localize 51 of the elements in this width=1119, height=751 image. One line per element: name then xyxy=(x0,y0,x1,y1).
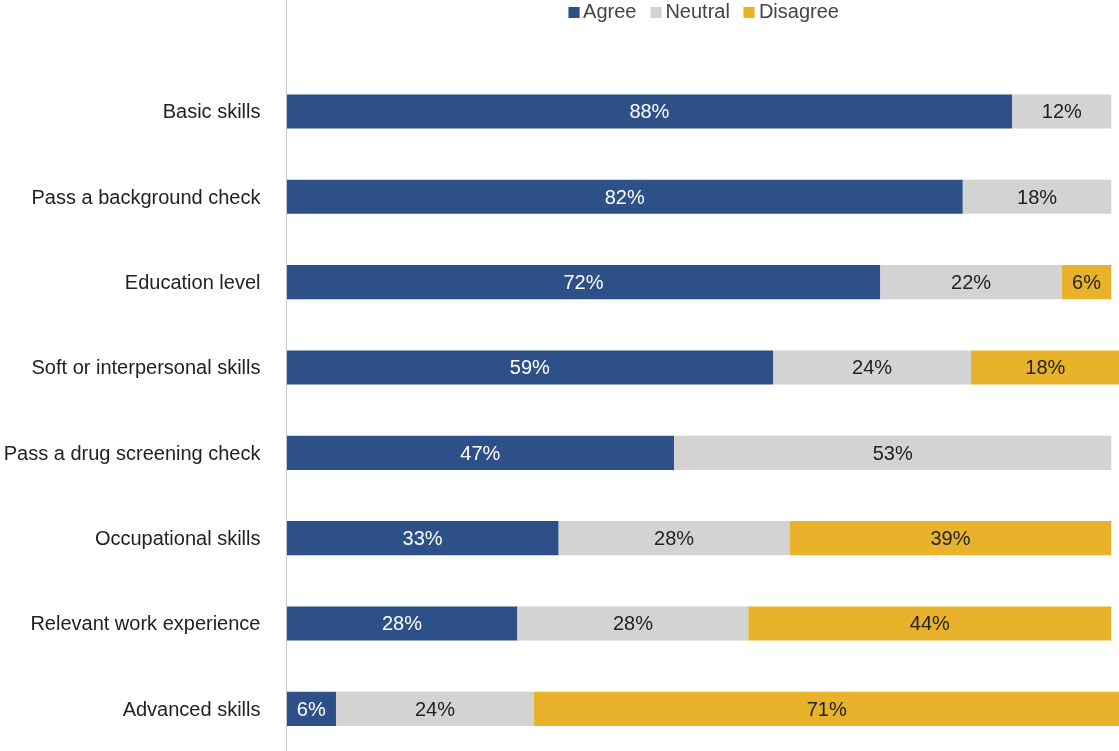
data-label: 18% xyxy=(1017,185,1058,208)
y-tick-label: Pass a drug screening check xyxy=(3,441,262,464)
data-label: 47% xyxy=(460,441,501,464)
data-label: 28% xyxy=(381,612,423,635)
data-label: 18% xyxy=(1025,356,1066,379)
bar xyxy=(533,691,1119,726)
bar xyxy=(286,435,675,470)
y-tick-label: Relevant work experience xyxy=(30,612,261,635)
data-label: 24% xyxy=(414,697,456,720)
data-label: 44% xyxy=(909,612,951,635)
data-label: 53% xyxy=(872,441,913,464)
bar xyxy=(558,521,790,556)
bar xyxy=(773,350,972,385)
bar xyxy=(517,606,749,641)
legend-label: Agree xyxy=(583,0,637,23)
data-label: 71% xyxy=(806,697,847,720)
bar xyxy=(286,606,518,641)
y-tick-label: Occupational skills xyxy=(94,527,261,550)
data-label: 12% xyxy=(1041,100,1082,123)
bar xyxy=(880,265,1062,300)
bar xyxy=(286,179,963,214)
y-tick-label: Soft or interpersonal skills xyxy=(31,356,261,379)
y-tick-label: Basic skills xyxy=(162,100,261,123)
bar xyxy=(286,265,881,300)
bar xyxy=(789,521,1112,556)
y-tick-label: Education level xyxy=(124,271,261,294)
data-label: 59% xyxy=(509,356,551,379)
legend-label: Disagree xyxy=(758,0,839,23)
bar xyxy=(674,435,1112,470)
legend-label: Neutral xyxy=(665,0,730,23)
data-label: 6% xyxy=(1072,271,1102,294)
data-label: 72% xyxy=(563,271,604,294)
bar xyxy=(748,606,1112,641)
data-label: 22% xyxy=(951,271,992,294)
bar xyxy=(971,350,1119,385)
y-tick-label: Advanced skills xyxy=(122,697,261,720)
y-tick-label: Pass a background check xyxy=(31,185,262,208)
data-label: 28% xyxy=(654,527,695,550)
bar xyxy=(286,94,1013,129)
data-label: 24% xyxy=(852,356,893,379)
data-label: 39% xyxy=(930,527,971,550)
data-label: 82% xyxy=(604,185,645,208)
data-label: 88% xyxy=(629,100,670,123)
data-label: 6% xyxy=(296,697,326,720)
bar xyxy=(962,179,1112,214)
data-label: 33% xyxy=(402,527,443,550)
data-label: 28% xyxy=(612,612,654,635)
bar xyxy=(286,350,774,385)
bar xyxy=(335,691,534,726)
bar xyxy=(286,521,559,556)
bar xyxy=(1012,94,1112,129)
